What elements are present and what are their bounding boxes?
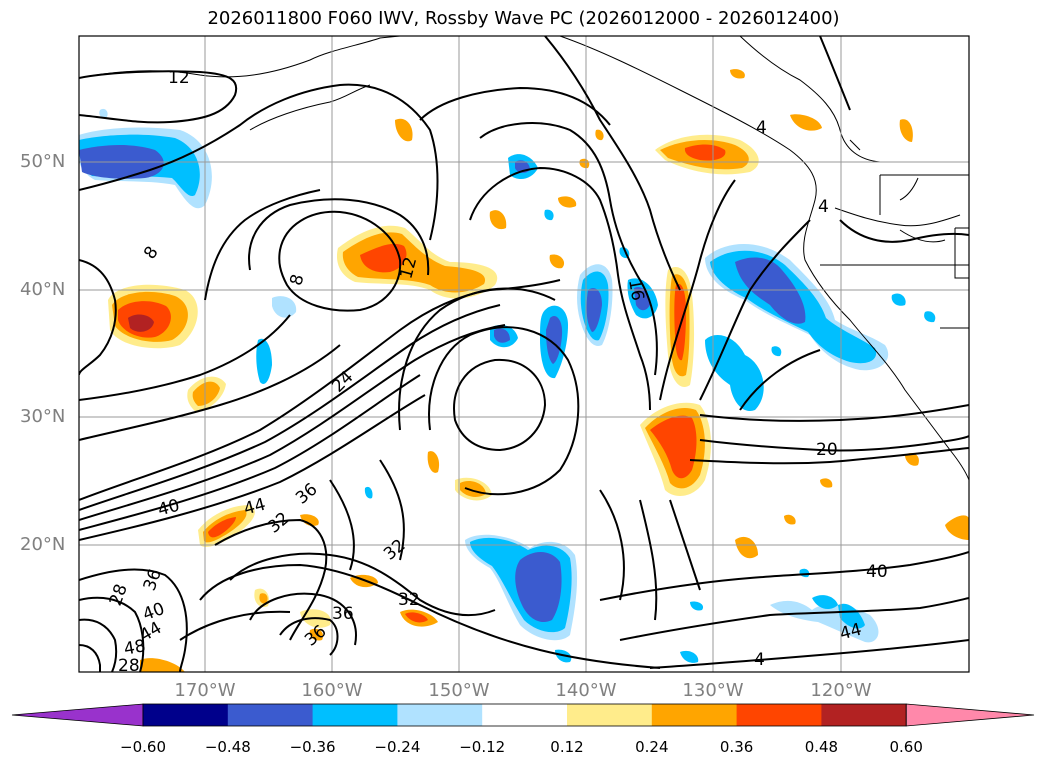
contour-label: 20 [816,440,838,460]
colorbar-segment [736,704,822,726]
contour-label: 16 [624,277,648,303]
colorbar-segment [482,704,568,726]
colorbar-tick-label: −0.24 [374,738,421,756]
colorbar-segment [821,704,907,726]
colorbar-segment [312,704,398,726]
colorbar-tick-label: −0.36 [289,738,336,756]
plot-border [78,35,970,673]
lon-label-160w: 160°W [301,680,363,701]
contour-label: 28 [118,656,140,676]
lat-lon-grid [79,36,969,672]
colorbar-extend-low [11,703,144,727]
colorbar-tick-label: 0.12 [550,738,584,756]
iwv-contours [79,36,969,672]
contour-label: 4 [756,118,767,138]
colorbar-segment [397,704,483,726]
colorbar [11,703,1035,727]
lat-label-50n: 50°N [20,151,66,172]
colorbar-tick-label: 0.36 [719,738,754,756]
contour-label: 40 [866,562,888,582]
colorbar-segment [143,704,229,726]
colorbar-tick-label: −0.48 [204,738,251,756]
colorbar-tick-label: 0.60 [889,738,923,756]
colorbar-tick-label: −0.60 [120,738,166,756]
contour-label: 4 [754,650,765,670]
colorbar-extend-high [905,703,1035,727]
lat-label-30n: 30°N [20,406,66,427]
contour-label: 36 [332,604,354,624]
colorbar-tick-label: 0.24 [635,738,669,756]
lon-label-170w: 170°W [174,680,236,701]
contour-label: 32 [398,590,420,610]
colorbar-segment [651,704,738,726]
contour-label: 4 [818,197,829,217]
colorbar-segment [227,704,314,726]
lon-label-150w: 150°W [428,680,490,701]
lat-label-20n: 20°N [20,534,66,555]
colorbar-tick-label: 0.48 [804,738,839,756]
lon-label-130w: 130°W [682,680,744,701]
lat-label-40n: 40°N [20,279,66,300]
contour-label: 12 [168,68,190,88]
colorbar-frame [142,703,907,727]
colorbar-tick-label: −0.12 [459,738,506,756]
negative-anomaly-fills [79,108,936,663]
map-title: 2026011800 F060 IWV, Rossby Wave PC (202… [207,8,840,29]
lon-label-120w: 120°W [810,680,872,701]
lon-label-140w: 140°W [555,680,617,701]
colorbar-segment [567,704,653,726]
